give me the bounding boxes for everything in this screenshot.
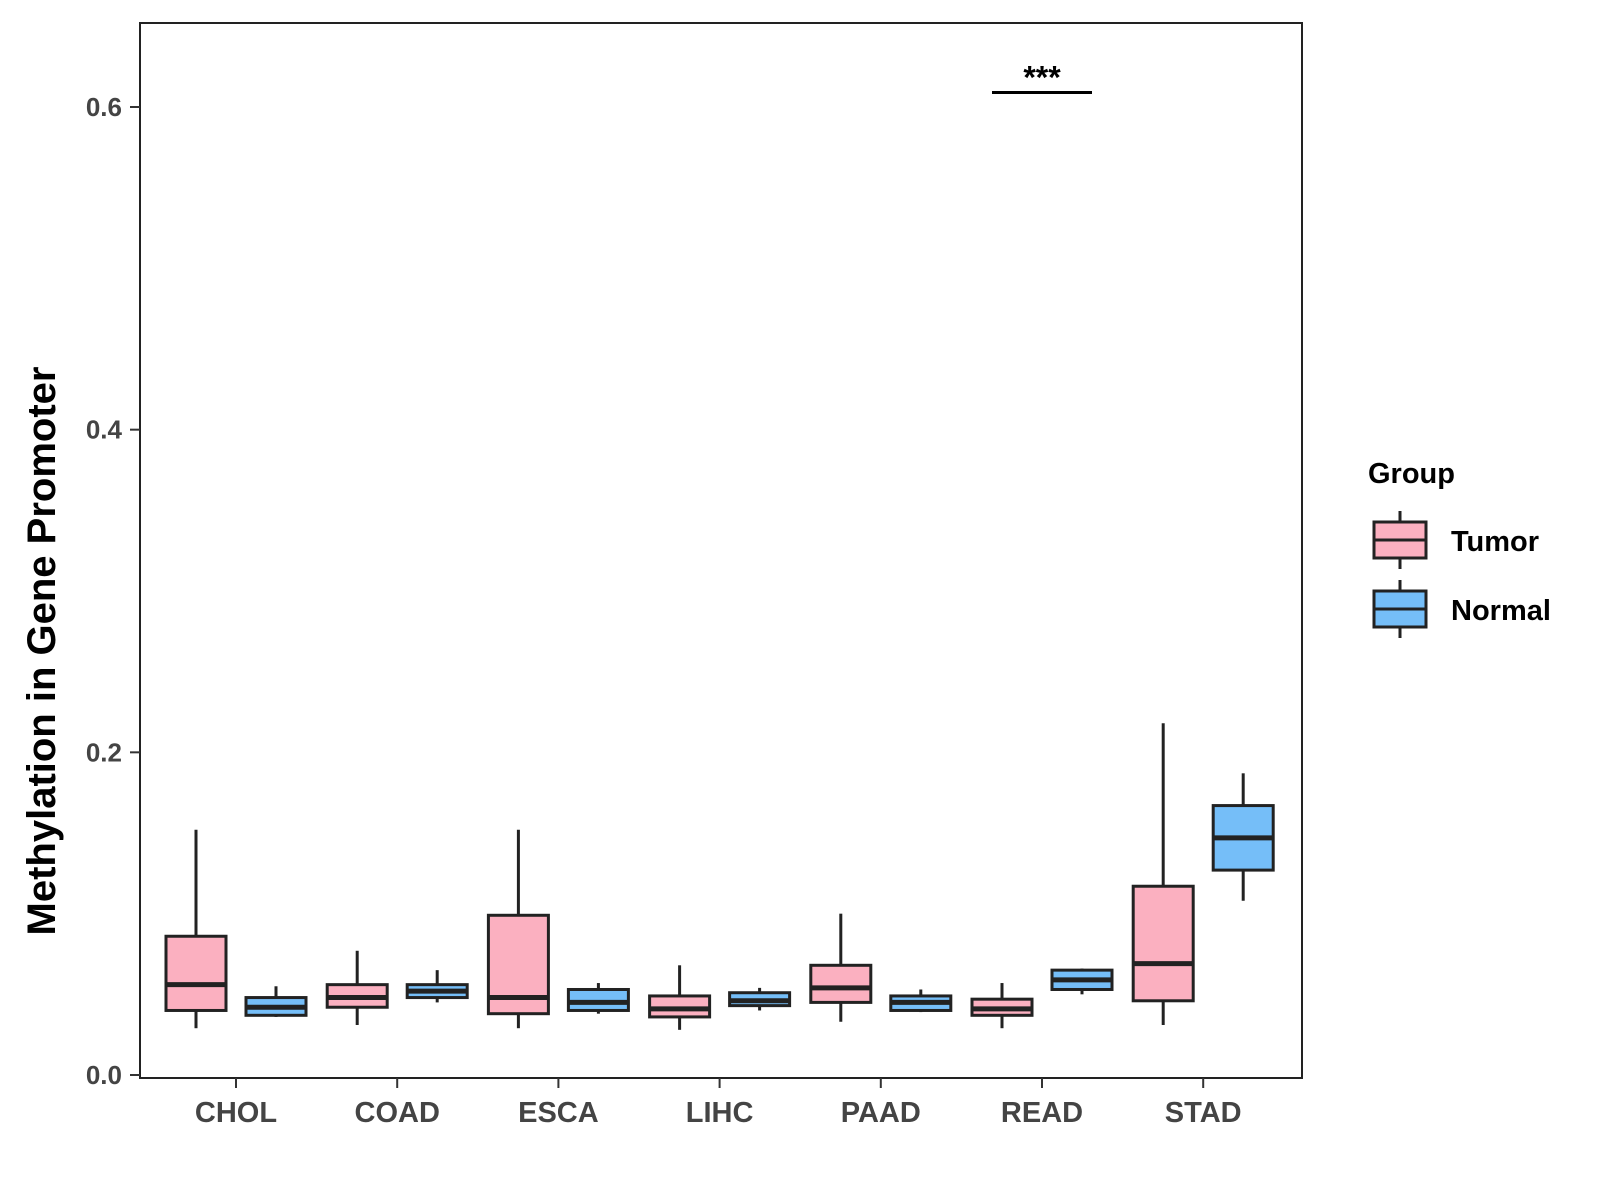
- y-axis: 0.0 0.2 0.4 0.6: [86, 92, 140, 1090]
- legend-key-normal: [1372, 580, 1428, 638]
- box-tumor-paad: [809, 913, 873, 1022]
- x-axis: CHOL COAD ESCA LIHC PAAD READ STAD: [195, 1078, 1242, 1129]
- y-axis-label: Methylation in Gene Promoter: [20, 367, 64, 936]
- box-body: [1131, 884, 1195, 1003]
- legend: Group Tumor Normal: [1368, 458, 1551, 638]
- legend-label: Tumor: [1451, 526, 1539, 558]
- significance-annotation: ***: [992, 59, 1092, 95]
- box-normal-coad: [405, 970, 469, 1003]
- box-tumor-read: [970, 983, 1034, 1029]
- x-tick-label: STAD: [1165, 1097, 1242, 1129]
- x-tick-label: CHOL: [195, 1097, 277, 1129]
- box-tumor-chol: [164, 829, 228, 1029]
- box-body: [809, 963, 873, 1004]
- y-tick-label: 0.2: [86, 737, 122, 767]
- box-normal-chol: [244, 986, 308, 1017]
- box-normal-esca: [566, 983, 630, 1014]
- box-normal-lihc: [728, 987, 792, 1011]
- x-tick-label: ESCA: [518, 1097, 599, 1129]
- legend-title: Group: [1368, 458, 1455, 490]
- x-tick-label: LIHC: [686, 1097, 754, 1129]
- box-tumor-stad: [1131, 723, 1195, 1025]
- box-body: [164, 934, 228, 1012]
- y-tick-label: 0.4: [86, 415, 123, 445]
- box-group: [164, 723, 1275, 1030]
- x-tick-label: COAD: [355, 1097, 440, 1129]
- box-normal-stad: [1211, 773, 1275, 901]
- x-tick-label: PAAD: [841, 1097, 921, 1129]
- significance-label: ***: [1023, 59, 1061, 95]
- box-tumor-coad: [325, 950, 389, 1025]
- y-tick-label: 0.0: [86, 1060, 122, 1090]
- box-normal-paad: [889, 989, 953, 1013]
- x-tick-label: READ: [1001, 1097, 1083, 1129]
- panel-border: [139, 22, 1303, 1079]
- box-tumor-esca: [486, 829, 550, 1029]
- y-tick-label: 0.6: [86, 92, 122, 122]
- box-tumor-lihc: [648, 965, 712, 1030]
- box-normal-read: [1050, 968, 1114, 995]
- legend-key-tumor: [1372, 511, 1428, 569]
- legend-label: Normal: [1451, 595, 1551, 627]
